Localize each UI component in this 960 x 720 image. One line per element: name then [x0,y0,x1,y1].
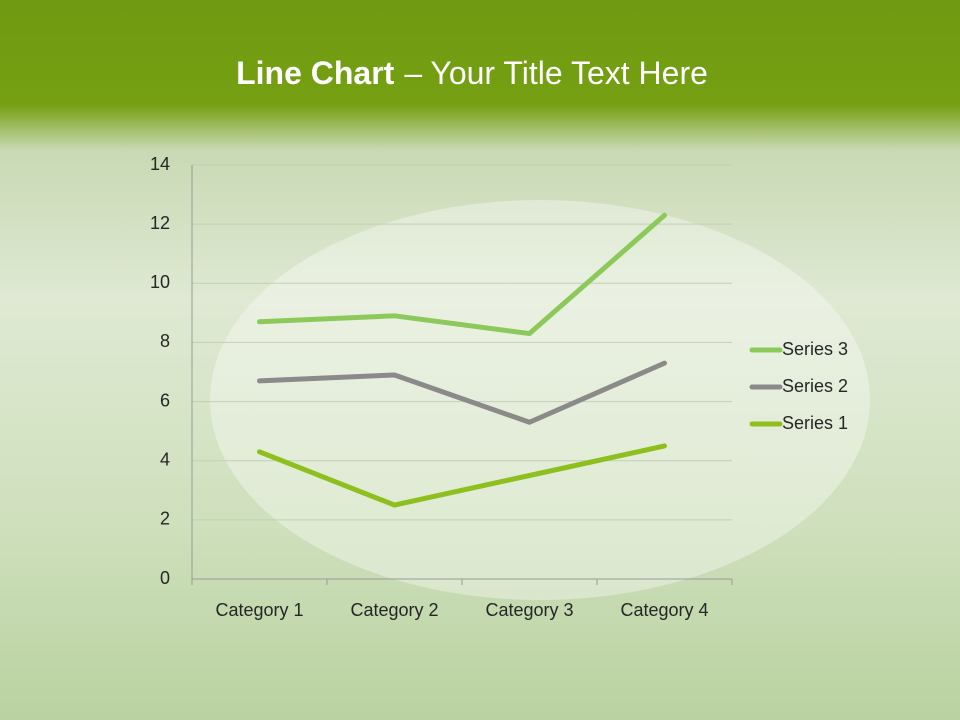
legend-label: Series 2 [782,376,848,396]
x-tick-label: Category 2 [350,600,438,620]
series-line [257,360,667,425]
legend-label: Series 3 [782,339,848,359]
y-tick-label: 10 [150,272,170,292]
y-tick-label: 14 [150,154,170,174]
y-tick-label: 0 [160,568,170,588]
y-tick-label: 2 [160,509,170,529]
background-photo [210,200,870,600]
y-tick-label: 12 [150,213,170,233]
title-rest: – Your Title Text Here [404,55,708,91]
x-tick-label: Category 3 [485,600,573,620]
series-line [257,443,667,508]
legend-label: Series 1 [782,413,848,433]
x-tick-label: Category 1 [215,600,303,620]
title-bold: Line Chart [236,55,395,91]
y-tick-label: 6 [160,390,170,410]
y-tick-label: 8 [160,331,170,351]
chart-title: Line Chart – Your Title Text Here [236,55,708,91]
x-tick-label: Category 4 [620,600,708,620]
series-line [257,212,667,337]
y-tick-label: 4 [160,449,170,469]
